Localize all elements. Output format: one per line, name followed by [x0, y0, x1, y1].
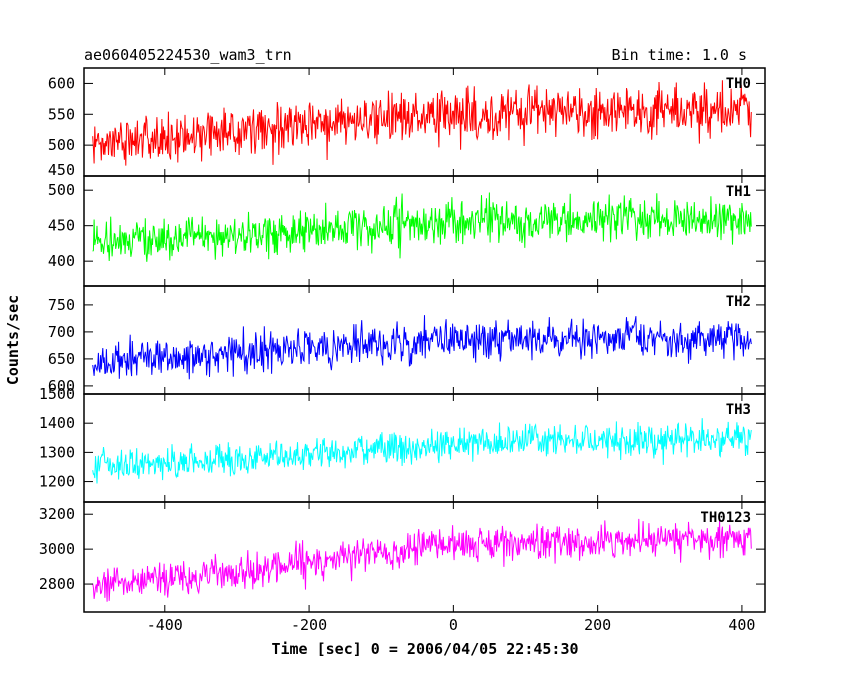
panel-label-th0: TH0 [726, 76, 751, 92]
panel-label-th3: TH3 [726, 402, 751, 418]
y-axis-title: Counts/sec [4, 295, 22, 385]
panel-th1: 400 450 500 TH1 [48, 175, 766, 287]
series-line-th0 [92, 80, 752, 166]
chart-title: ae060405224530_wam3_trn [84, 46, 292, 64]
x-tick-label: -400 [147, 616, 183, 634]
y-tick-label: 750 [48, 296, 75, 314]
y-tick-label: 2800 [39, 575, 75, 593]
x-axis: -400 -200 0 200 400 [147, 616, 756, 634]
y-tick-label: 600 [48, 74, 75, 92]
x-tick-label: 400 [728, 616, 755, 634]
panel-th3: 1200 1300 1400 1500 TH3 [39, 385, 766, 503]
series-line-th1 [92, 192, 752, 262]
x-tick-label: 200 [584, 616, 611, 634]
y-tick-label: 1300 [39, 443, 75, 461]
panel-th0: 450 500 550 600 TH0 [48, 67, 766, 179]
x-tick-label: -200 [291, 616, 327, 634]
y-tick-label: 500 [48, 181, 75, 199]
y-tick-label: 3200 [39, 505, 75, 523]
panel-frame [83, 501, 766, 613]
panel-label-th1: TH1 [726, 184, 751, 200]
y-tick-label: 450 [48, 217, 75, 235]
y-tick-label: 700 [48, 323, 75, 341]
y-tick-label: 500 [48, 136, 75, 154]
bin-time-label: Bin time: 1.0 s [612, 46, 747, 64]
panel-th2: 600 650 700 750 TH2 [48, 285, 766, 395]
panel-label-th2: TH2 [726, 294, 751, 310]
y-tick-label: 400 [48, 252, 75, 270]
y-tick-label: 650 [48, 350, 75, 368]
x-axis-title: Time [sec] 0 = 2006/04/05 22:45:30 [271, 640, 578, 658]
y-tick-label: 1400 [39, 414, 75, 432]
y-tick-label: 450 [48, 161, 75, 179]
y-tick-label: 1500 [39, 385, 75, 403]
y-tick-label: 3000 [39, 540, 75, 558]
x-tick-label: 0 [449, 616, 458, 634]
panel-label-th0123: TH0123 [700, 510, 751, 526]
y-tick-label: 600 [48, 377, 75, 395]
series-line-th3 [92, 418, 752, 484]
y-tick-label: 1200 [39, 473, 75, 491]
panels-group: 450 500 550 600 TH0 400 450 500 TH1 600 650 700 750 T… [39, 67, 766, 613]
series-line-th2 [92, 315, 752, 380]
series-line-th0123 [92, 518, 752, 602]
y-tick-label: 550 [48, 105, 75, 123]
panel-th0123: 2800 3000 3200 TH0123 [39, 501, 766, 613]
